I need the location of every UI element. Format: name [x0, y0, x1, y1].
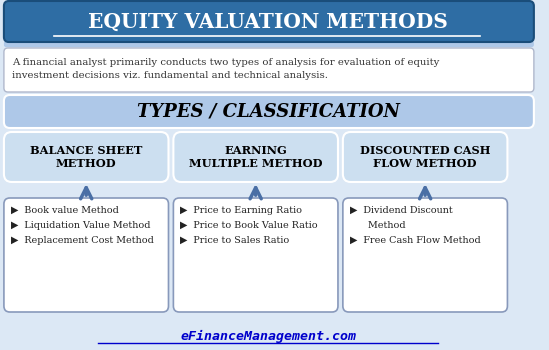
FancyBboxPatch shape	[4, 48, 534, 92]
Text: ▶  Dividend Discount
      Method
▶  Free Cash Flow Method: ▶ Dividend Discount Method ▶ Free Cash F…	[350, 206, 480, 245]
Text: EQUITY VALUATION METHODS: EQUITY VALUATION METHODS	[88, 12, 449, 32]
FancyBboxPatch shape	[343, 132, 507, 182]
Text: A financial analyst primarily conducts two types of analysis for evaluation of e: A financial analyst primarily conducts t…	[12, 58, 439, 80]
Text: ▶  Price to Earning Ratio
▶  Price to Book Value Ratio
▶  Price to Sales Ratio: ▶ Price to Earning Ratio ▶ Price to Book…	[180, 206, 318, 245]
FancyBboxPatch shape	[4, 95, 534, 128]
FancyBboxPatch shape	[173, 132, 338, 182]
Text: ▶  Book value Method
▶  Liquidation Value Method
▶  Replacement Cost Method: ▶ Book value Method ▶ Liquidation Value …	[11, 206, 154, 245]
FancyBboxPatch shape	[4, 198, 169, 312]
FancyBboxPatch shape	[343, 198, 507, 312]
FancyBboxPatch shape	[4, 132, 169, 182]
FancyBboxPatch shape	[4, 1, 534, 42]
Text: EARNING
MULTIPLE METHOD: EARNING MULTIPLE METHOD	[189, 145, 322, 169]
FancyBboxPatch shape	[4, 41, 534, 47]
Text: DISCOUNTED CASH
FLOW METHOD: DISCOUNTED CASH FLOW METHOD	[360, 145, 490, 169]
Text: eFinanceManagement.com: eFinanceManagement.com	[181, 329, 356, 343]
FancyBboxPatch shape	[173, 198, 338, 312]
Text: BALANCE SHEET
METHOD: BALANCE SHEET METHOD	[30, 145, 142, 169]
Text: TYPES / CLASSIFICATION: TYPES / CLASSIFICATION	[137, 103, 400, 120]
